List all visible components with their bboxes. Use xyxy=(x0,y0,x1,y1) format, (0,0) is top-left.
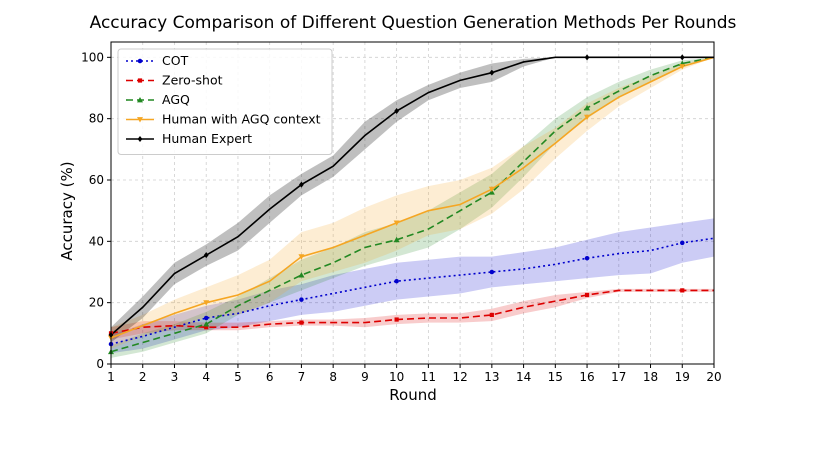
series-line-2 xyxy=(110,56,715,353)
x-tick-label: 7 xyxy=(298,370,306,384)
legend-marker-1 xyxy=(137,78,143,83)
series-line-4 xyxy=(110,56,714,336)
x-tick-label: 14 xyxy=(516,370,531,384)
data-point-4-9 xyxy=(394,108,400,114)
chart-title: Accuracy Comparison of Different Questio… xyxy=(90,13,737,33)
band-1 xyxy=(111,288,714,340)
band-2 xyxy=(111,57,714,358)
data-point-4-6 xyxy=(299,181,304,188)
data-point-4-15 xyxy=(584,54,590,61)
data-point-3-9 xyxy=(393,220,400,226)
x-tick-label: 5 xyxy=(234,370,242,384)
series-lines xyxy=(110,56,715,353)
y-axis-label: Accuracy (%) xyxy=(58,161,76,260)
data-point-3-3 xyxy=(203,300,210,306)
x-tick-label: 16 xyxy=(579,370,594,384)
series-line-1 xyxy=(110,289,714,335)
data-point-3-15 xyxy=(584,114,591,121)
x-tick-label: 15 xyxy=(548,370,563,384)
x-tick-label: 8 xyxy=(329,370,337,384)
data-point-3-18 xyxy=(679,64,686,70)
data-point-1-18 xyxy=(680,288,685,293)
plot-border xyxy=(110,41,715,365)
x-tick-label: 20 xyxy=(706,370,721,384)
x-tick-label: 6 xyxy=(266,370,274,384)
data-point-1-15 xyxy=(584,292,590,298)
series-markers xyxy=(108,54,686,355)
legend-label-3: Human with AGQ context xyxy=(162,112,321,127)
data-point-2-9 xyxy=(393,236,400,243)
y-tick-label: 80 xyxy=(89,112,104,126)
y-tick-label: 0 xyxy=(96,357,104,371)
x-tick-label: 9 xyxy=(361,370,369,384)
data-point-1-12 xyxy=(489,312,494,318)
legend-box xyxy=(117,48,333,155)
series-line-0 xyxy=(110,237,715,345)
x-axis-ticks: 1 2 3 4 5 6 7 8 9 10 11 12 13 14 15 16 17 18 19 20 xyxy=(107,364,722,384)
y-tick-label: 40 xyxy=(89,234,104,248)
data-point-3-6 xyxy=(298,254,305,260)
band-0 xyxy=(111,218,714,354)
data-point-1-9 xyxy=(394,317,399,322)
x-axis-label: Round xyxy=(389,386,436,404)
x-tick-label: 18 xyxy=(643,370,658,384)
data-point-0-12 xyxy=(489,269,495,275)
x-tick-label: 3 xyxy=(171,370,179,384)
data-point-0-3 xyxy=(203,315,209,321)
y-tick-label: 100 xyxy=(81,50,104,64)
data-point-0-9 xyxy=(394,278,399,284)
data-point-2-15 xyxy=(584,104,591,111)
x-tick-label: 1 xyxy=(107,370,115,384)
data-point-2-3 xyxy=(203,321,210,327)
y-axis-ticks: 0 20 40 60 80 100 xyxy=(81,50,111,371)
data-point-1-6 xyxy=(299,320,304,325)
legend-marker-2 xyxy=(137,97,143,103)
x-tick-label: 12 xyxy=(452,370,467,384)
data-point-4-12 xyxy=(489,69,495,76)
legend: COT Zero-shot AGQ Human with AGQ context Hum… xyxy=(117,48,333,155)
data-point-3-12 xyxy=(488,186,495,193)
legend-marker-0 xyxy=(137,58,143,64)
data-point-4-3 xyxy=(203,252,209,259)
legend-label-1: Zero-shot xyxy=(162,73,223,88)
x-tick-label: 11 xyxy=(421,370,436,384)
band-3 xyxy=(111,57,714,349)
legend-marker-4 xyxy=(137,136,143,142)
data-point-4-18 xyxy=(679,54,685,61)
data-point-2-6 xyxy=(298,272,305,278)
legend-label-2: AGQ xyxy=(162,92,190,107)
data-point-0-18 xyxy=(680,240,685,246)
legend-label-0: COT xyxy=(162,53,189,68)
legend-label-4: Human Expert xyxy=(162,131,252,146)
confidence-bands xyxy=(111,57,714,358)
x-tick-label: 19 xyxy=(675,370,690,384)
x-tick-label: 10 xyxy=(389,370,404,384)
data-point-0-6 xyxy=(299,297,304,302)
x-tick-label: 4 xyxy=(202,370,210,384)
y-tick-label: 20 xyxy=(89,296,104,310)
data-point-1-3 xyxy=(204,325,209,330)
x-tick-label: 13 xyxy=(484,370,499,384)
x-tick-label: 2 xyxy=(139,370,147,384)
data-point-0-15 xyxy=(584,255,590,261)
x-tick-label: 17 xyxy=(611,370,626,384)
y-tick-label: 60 xyxy=(89,173,104,187)
plot-frame xyxy=(110,41,715,365)
legend-marker-3 xyxy=(137,117,143,123)
series-line-3 xyxy=(110,56,715,339)
